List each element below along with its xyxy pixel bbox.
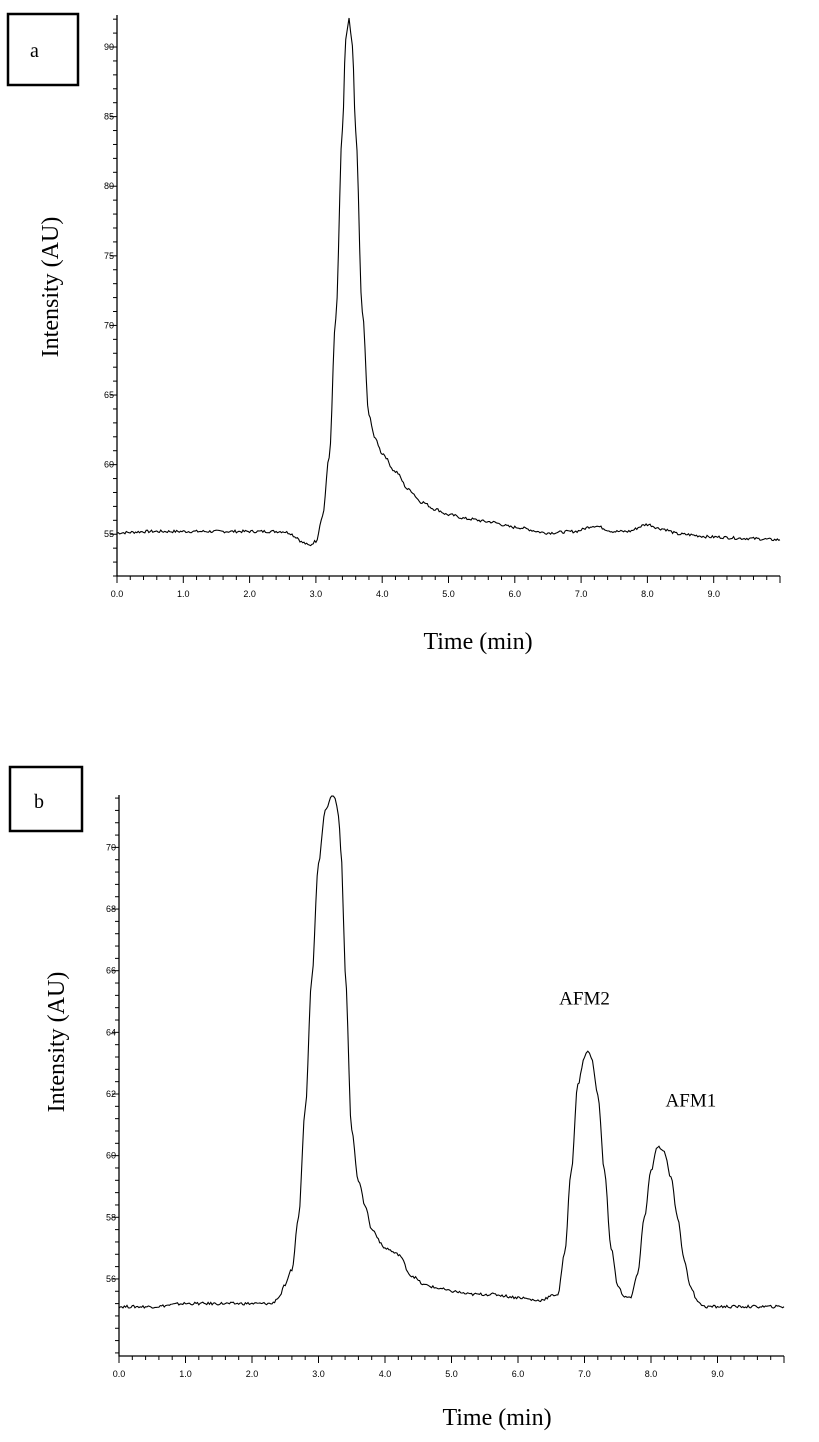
series-line-b (118, 795, 785, 1309)
y-tick-label: 80 (104, 181, 114, 191)
y-tick-label: 62 (106, 1089, 116, 1099)
x-tick-label: 3.0 (312, 1369, 325, 1379)
x-tick-label: 7.0 (575, 589, 588, 599)
x-tick-label: 2.0 (246, 1369, 259, 1379)
x-tick-label: 3.0 (310, 589, 323, 599)
series-line-a (116, 17, 781, 547)
x-tick-label: 1.0 (179, 1369, 192, 1379)
x-tick-label: 5.0 (442, 589, 455, 599)
chart-panel-a: a Time (min) Intensity (AU) 0.0 1.0 2.0 3.0… (6, 12, 781, 655)
x-tick-label: 6.0 (512, 1369, 525, 1379)
y-tick-label: 60 (106, 1151, 116, 1161)
panel-label-box-a (6, 12, 80, 87)
y-tick-label: 90 (104, 42, 114, 52)
x-tick-label: 2.0 (243, 589, 256, 599)
y-tick-label: 64 (106, 1027, 116, 1037)
chart-panel-b: b Time (min) Intensity (AU) 0.0 1.0 2.0 3.0… (8, 765, 785, 1431)
x-tick-label: 4.0 (379, 1369, 392, 1379)
y-tick-label: 75 (104, 251, 114, 261)
axes-a (116, 15, 780, 577)
x-axis-title-b: Time (min) (442, 1405, 551, 1431)
y-axis-title-b: Intensity (AU) (44, 972, 70, 1113)
x-tick-label: 7.0 (578, 1369, 591, 1379)
x-tick-label: 9.0 (711, 1369, 724, 1379)
y-tick-label: 58 (106, 1212, 116, 1222)
x-tick-label: 4.0 (376, 589, 389, 599)
y-tick-label: 85 (104, 112, 114, 122)
y-tick-label: 55 (104, 529, 114, 539)
x-tick-label: 0.0 (113, 1369, 126, 1379)
annotation-afm1: AFM1 (666, 1090, 717, 1111)
x-tick-label: 9.0 (707, 589, 720, 599)
x-tick-label: 8.0 (641, 589, 654, 599)
y-tick-label: 66 (106, 966, 116, 976)
x-axis-title-a: Time (min) (423, 629, 532, 655)
panel-label-box-b (8, 765, 84, 833)
x-tick-label: 1.0 (177, 589, 190, 599)
x-tick-label: 5.0 (445, 1369, 458, 1379)
annotation-afm2: AFM2 (559, 989, 610, 1010)
x-tick-label: 0.0 (111, 589, 124, 599)
x-tick-label: 6.0 (509, 589, 522, 599)
y-tick-label: 68 (106, 904, 116, 914)
panel-label-a: a (30, 40, 39, 62)
y-tick-label: 56 (106, 1274, 116, 1284)
x-tick-label: 8.0 (645, 1369, 658, 1379)
y-tick-label: 70 (104, 320, 114, 330)
y-tick-label: 60 (104, 460, 114, 470)
ticks-b: 0.0 1.0 2.0 3.0 4.0 5.0 6.0 7.0 8.0 9.0 56 58 60 62 64… (106, 797, 785, 1379)
ticks-a: 0.0 1.0 2.0 3.0 4.0 5.0 6.0 7.0 8.0 9.0 55 60 65 70 75… (104, 18, 781, 599)
axes-b (118, 795, 784, 1357)
y-tick-label: 65 (104, 390, 114, 400)
panel-label-b: b (34, 791, 44, 813)
y-axis-title-a: Intensity (AU) (38, 217, 64, 358)
y-tick-label: 70 (106, 842, 116, 852)
